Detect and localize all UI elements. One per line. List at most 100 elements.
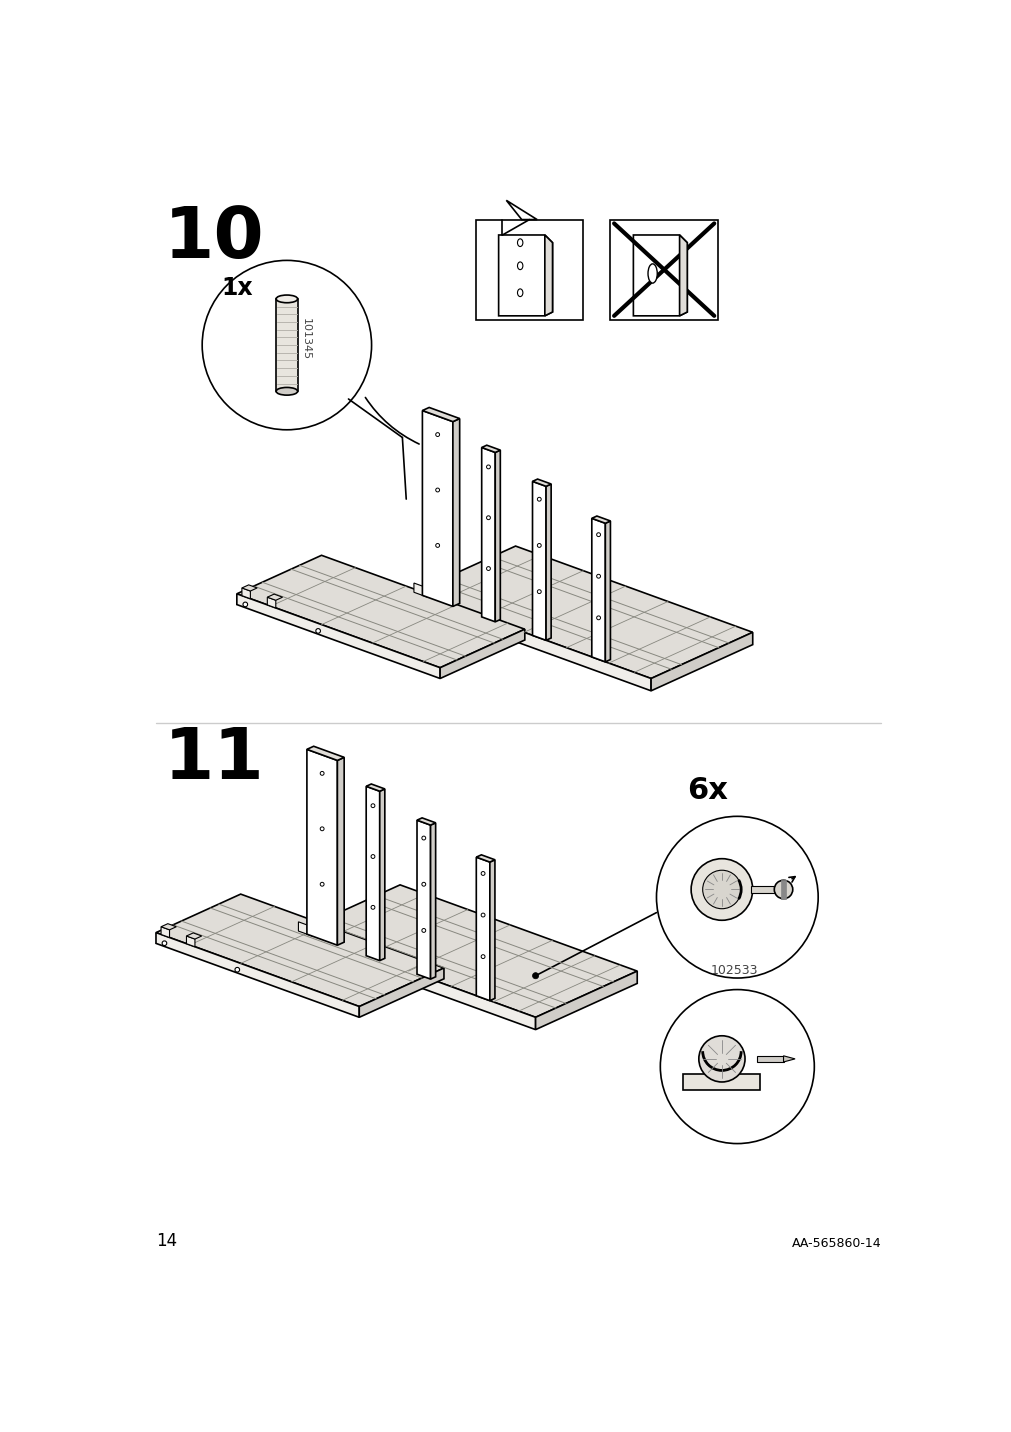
Polygon shape <box>186 932 201 939</box>
Polygon shape <box>366 786 379 961</box>
Polygon shape <box>298 931 535 1030</box>
Circle shape <box>699 1035 744 1083</box>
Circle shape <box>371 905 374 909</box>
Polygon shape <box>494 450 499 621</box>
Polygon shape <box>242 584 257 591</box>
Polygon shape <box>156 932 359 1017</box>
Polygon shape <box>306 746 344 760</box>
Polygon shape <box>417 821 430 979</box>
Circle shape <box>319 826 324 831</box>
Polygon shape <box>535 971 637 1030</box>
Circle shape <box>537 497 541 501</box>
Polygon shape <box>476 855 494 862</box>
Polygon shape <box>650 633 752 690</box>
Circle shape <box>486 516 490 520</box>
Polygon shape <box>311 924 321 935</box>
Polygon shape <box>481 445 499 453</box>
Circle shape <box>436 432 439 437</box>
Polygon shape <box>783 1055 795 1063</box>
Circle shape <box>480 914 484 916</box>
Polygon shape <box>756 1055 783 1063</box>
Polygon shape <box>427 586 437 597</box>
Circle shape <box>486 567 490 570</box>
Text: AA-565860-14: AA-565860-14 <box>791 1237 881 1250</box>
Circle shape <box>422 882 426 886</box>
Polygon shape <box>186 937 195 947</box>
Polygon shape <box>430 823 435 979</box>
Circle shape <box>532 972 538 979</box>
Circle shape <box>773 881 792 899</box>
Circle shape <box>537 590 541 594</box>
Polygon shape <box>750 885 778 894</box>
Ellipse shape <box>647 263 656 284</box>
Polygon shape <box>337 758 344 945</box>
Text: 10: 10 <box>164 205 264 274</box>
Text: 101345: 101345 <box>300 318 310 361</box>
Polygon shape <box>591 516 610 523</box>
Polygon shape <box>267 597 276 609</box>
Polygon shape <box>591 518 605 662</box>
Circle shape <box>480 872 484 875</box>
Text: 1x: 1x <box>221 276 253 299</box>
Ellipse shape <box>517 239 523 246</box>
Circle shape <box>319 772 324 775</box>
Polygon shape <box>532 481 546 640</box>
Polygon shape <box>379 789 384 961</box>
Ellipse shape <box>276 295 297 302</box>
Circle shape <box>436 488 439 493</box>
Circle shape <box>319 882 324 886</box>
Polygon shape <box>413 583 427 597</box>
Circle shape <box>422 928 426 932</box>
Polygon shape <box>242 589 250 599</box>
Polygon shape <box>413 593 650 690</box>
Ellipse shape <box>517 262 523 269</box>
Circle shape <box>436 544 439 547</box>
Polygon shape <box>306 749 337 945</box>
Polygon shape <box>506 200 537 219</box>
Text: 11: 11 <box>164 725 264 793</box>
Polygon shape <box>633 235 686 316</box>
Polygon shape <box>475 219 582 319</box>
Polygon shape <box>267 594 282 600</box>
Polygon shape <box>156 894 444 1007</box>
Polygon shape <box>440 629 525 679</box>
Circle shape <box>202 261 371 430</box>
Polygon shape <box>366 783 384 792</box>
Polygon shape <box>161 924 176 929</box>
Polygon shape <box>682 1074 759 1090</box>
Polygon shape <box>413 546 752 679</box>
Ellipse shape <box>517 289 523 296</box>
Circle shape <box>596 574 600 579</box>
Polygon shape <box>298 885 637 1017</box>
Polygon shape <box>453 418 459 606</box>
Polygon shape <box>486 607 496 619</box>
Polygon shape <box>679 235 686 316</box>
Text: 102533: 102533 <box>710 964 757 977</box>
Polygon shape <box>417 818 435 825</box>
Polygon shape <box>544 235 552 316</box>
Circle shape <box>315 629 320 633</box>
Circle shape <box>660 990 814 1144</box>
Polygon shape <box>298 922 311 937</box>
Circle shape <box>656 816 817 978</box>
Polygon shape <box>546 484 551 640</box>
Circle shape <box>422 836 426 841</box>
Polygon shape <box>276 299 297 391</box>
Circle shape <box>235 968 240 972</box>
Polygon shape <box>481 447 494 621</box>
Ellipse shape <box>276 388 297 395</box>
Circle shape <box>162 941 167 945</box>
Polygon shape <box>780 881 786 899</box>
Polygon shape <box>605 521 610 662</box>
Polygon shape <box>422 408 459 421</box>
Polygon shape <box>371 945 381 957</box>
Polygon shape <box>237 594 440 679</box>
Circle shape <box>371 855 374 858</box>
Polygon shape <box>422 411 453 606</box>
Text: 14: 14 <box>156 1232 177 1250</box>
Circle shape <box>371 803 374 808</box>
Circle shape <box>691 859 752 921</box>
Polygon shape <box>489 859 494 1001</box>
Circle shape <box>243 601 248 607</box>
Polygon shape <box>359 968 444 1017</box>
